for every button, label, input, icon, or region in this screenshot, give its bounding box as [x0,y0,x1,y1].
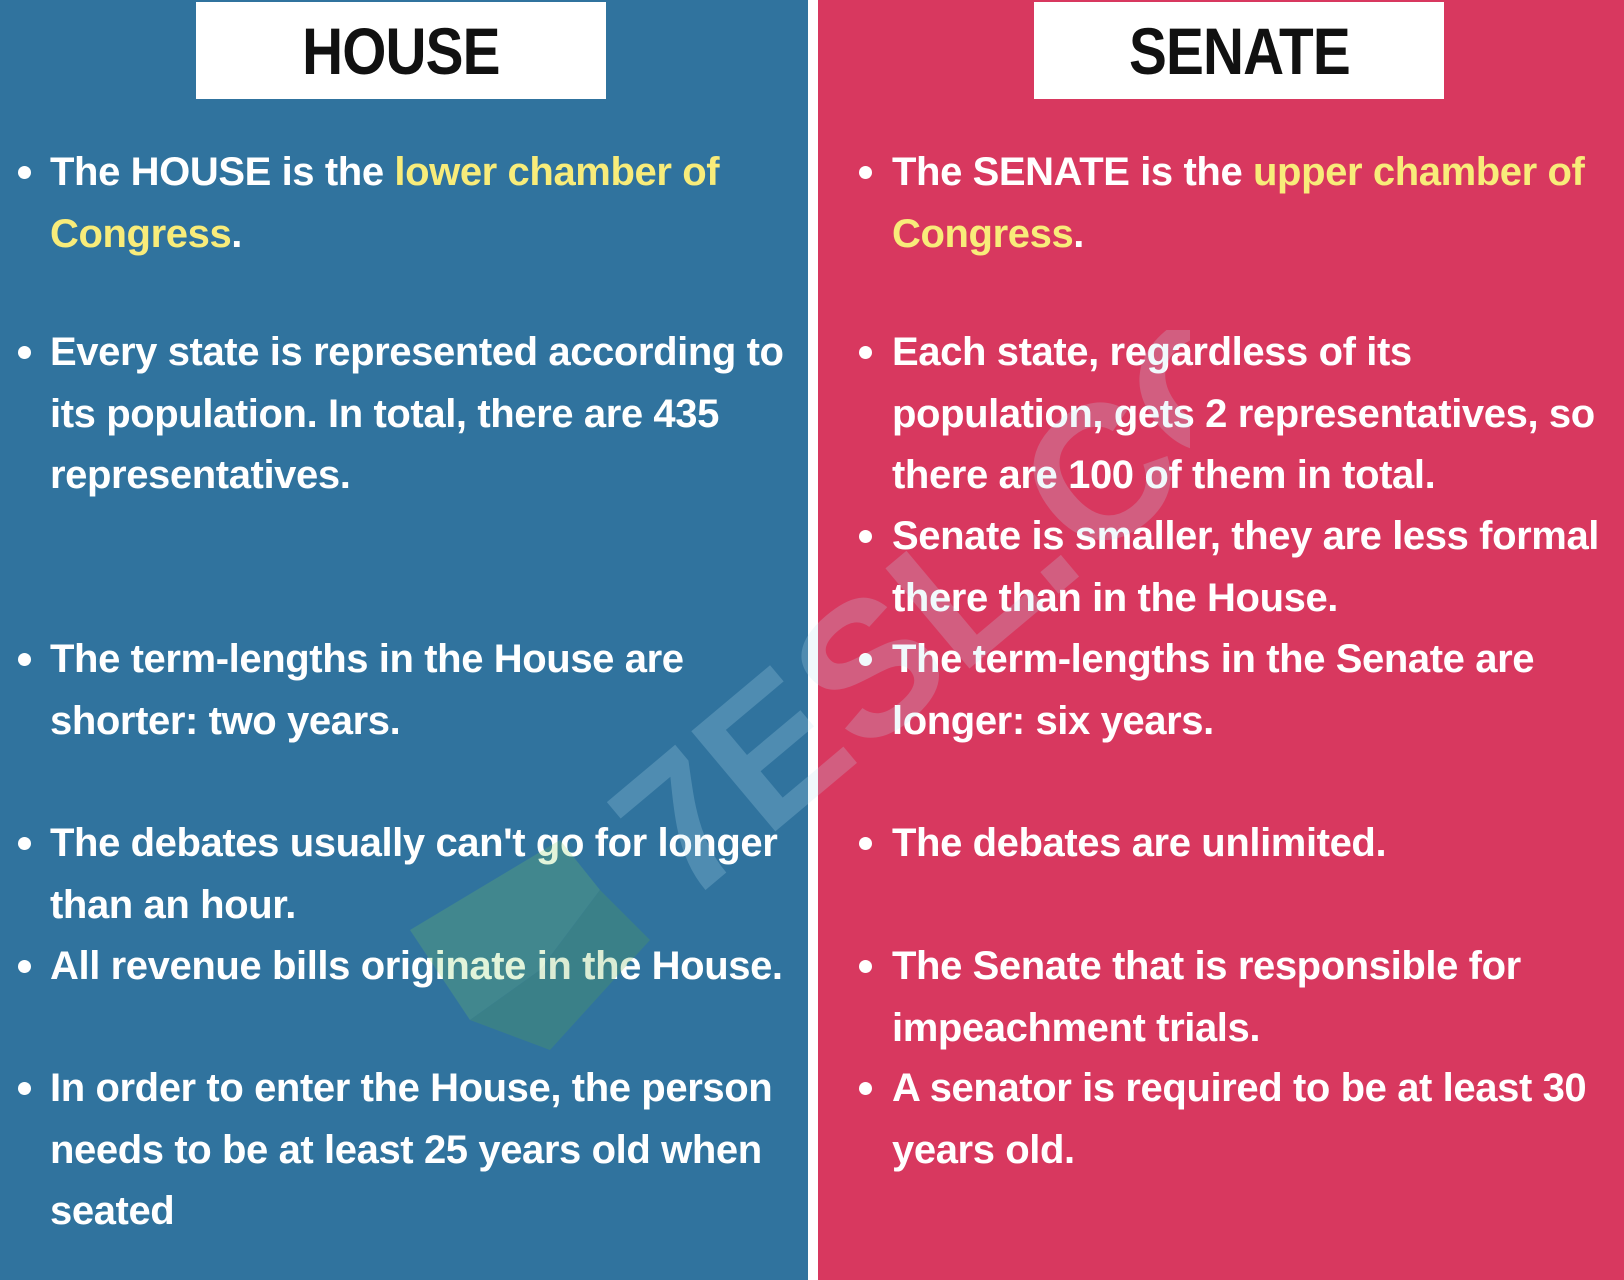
bullet-dot-icon [18,1082,31,1095]
senate-bullet-7: A senator is required to be at least 30 … [859,1058,1624,1181]
house-bullet-6-text: In order to enter the House, the person … [50,1066,773,1233]
bullet-dot-icon [859,530,872,543]
house-bullet-5-text: All revenue bills originate in the House… [50,944,783,988]
senate-bullet-3-text: Senate is smaller, they are less formal … [892,514,1600,620]
senate-panel: SENATE The SENATE is the upper chamber o… [818,0,1624,1280]
bullet-dot-icon [859,346,872,359]
house-bullet-4: The debates usually can't go for longer … [18,813,815,936]
bullet-dot-icon [18,653,31,666]
house-bullet-3-text: The term-lengths in the House are shorte… [50,637,684,743]
senate-bullet-5-text: The debates are unlimited. [892,821,1387,865]
house-bullet-1-end: . [231,211,243,256]
house-bullet-5: All revenue bills originate in the House… [18,936,815,998]
senate-title-box: SENATE [1034,2,1444,99]
bullet-dot-icon [859,166,872,179]
house-bullet-4-text: The debates usually can't go for longer … [50,821,778,927]
senate-title: SENATE [1128,13,1351,88]
house-bullet-2: Every state is represented according to … [18,322,815,507]
senate-bullet-7-text: A senator is required to be at least 30 … [892,1066,1587,1172]
house-bullet-6: In order to enter the House, the person … [18,1058,815,1243]
senate-bullet-5: The debates are unlimited. [859,813,1624,875]
senate-bullet-3: Senate is smaller, they are less formal … [859,506,1624,629]
senate-bullet-6-text: The Senate that is responsible for impea… [892,944,1521,1050]
bullet-dot-icon [859,1082,872,1095]
senate-bullet-4: The term-lengths in the Senate are longe… [859,629,1624,752]
bullet-dot-icon [859,960,872,973]
bullet-dot-icon [18,346,31,359]
house-title: HOUSE [302,13,500,88]
senate-bullet-6: The Senate that is responsible for impea… [859,936,1624,1059]
house-bullet-3: The term-lengths in the House are shorte… [18,629,815,752]
house-bullet-1-highlight: lower chamber of Congress [50,150,720,256]
bullet-dot-icon [18,166,31,179]
bullet-dot-icon [18,960,31,973]
bullet-dot-icon [859,837,872,850]
house-bullet-1: The HOUSE is the lower chamber of Congre… [18,142,815,265]
senate-bullet-1-highlight: upper chamber of Congress [892,150,1585,256]
house-bullet-2-text: Every state is represented according to … [50,330,784,497]
senate-bullet-1-end: . [1073,211,1085,256]
house-panel: HOUSE The HOUSE is the lower chamber of … [0,0,808,1280]
senate-bullet-1: The SENATE is the upper chamber of Congr… [859,142,1624,265]
senate-bullet-4-text: The term-lengths in the Senate are longe… [892,637,1535,743]
bullet-dot-icon [859,653,872,666]
panel-divider [808,0,818,1280]
senate-bullet-2-text: Each state, regardless of its population… [892,330,1595,497]
house-title-box: HOUSE [196,2,606,99]
house-bullet-1-text: The HOUSE is the [50,150,395,194]
bullet-dot-icon [18,837,31,850]
senate-bullet-1-text: The SENATE is the [892,150,1254,194]
senate-bullet-2: Each state, regardless of its population… [859,322,1624,507]
